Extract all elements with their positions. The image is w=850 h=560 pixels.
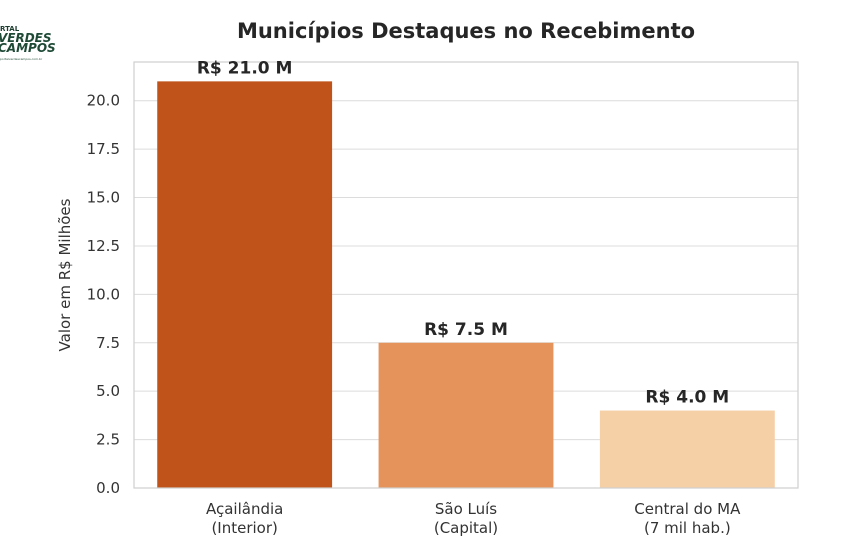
x-category-labels: Açailândia(Interior) São Luís(Capital) Cen… bbox=[206, 500, 741, 537]
bar-data-label: R$ 7.5 M bbox=[424, 320, 508, 340]
y-tick-label: 17.5 bbox=[87, 140, 120, 158]
logo-url: portalverdescampos.com.br bbox=[0, 57, 43, 61]
bar bbox=[157, 81, 333, 488]
logo-line-1: RTAL bbox=[0, 25, 20, 33]
portal-verdes-campos-logo: RTAL VERDES CAMPOS portalverdescampos.co… bbox=[0, 25, 56, 61]
x-category-label: São Luís bbox=[435, 500, 497, 518]
x-category-label: Central do MA bbox=[634, 500, 741, 518]
y-tick-label: 12.5 bbox=[87, 237, 120, 255]
y-axis-label: Valor em R$ Milhões bbox=[56, 198, 74, 351]
y-tick-labels: 0.0 2.5 5.0 7.5 10.0 12.5 15.0 17.5 20.0 bbox=[87, 92, 120, 497]
x-category-label: (Capital) bbox=[434, 519, 498, 537]
bar-data-label: R$ 21.0 M bbox=[197, 58, 293, 78]
chart-title: Municípios Destaques no Recebimento bbox=[237, 19, 695, 43]
y-tick-label: 20.0 bbox=[87, 92, 120, 110]
y-tick-label: 10.0 bbox=[87, 285, 120, 303]
bar-data-label: R$ 4.0 M bbox=[645, 388, 729, 408]
plot-frame bbox=[133, 61, 799, 489]
y-tick-label: 2.5 bbox=[96, 431, 120, 449]
y-tick-label: 7.5 bbox=[96, 334, 120, 352]
y-tick-label: 5.0 bbox=[96, 382, 120, 400]
y-tick-label: 15.0 bbox=[87, 189, 120, 207]
data-labels: R$ 21.0 M R$ 7.5 M R$ 4.0 M bbox=[197, 58, 729, 407]
x-category-label: (7 mil hab.) bbox=[644, 519, 731, 537]
bar bbox=[378, 342, 554, 488]
x-category-label: Açailândia bbox=[206, 500, 283, 518]
bar bbox=[599, 410, 775, 488]
x-category-label: (Interior) bbox=[211, 519, 277, 537]
logo-line-3: CAMPOS bbox=[0, 41, 56, 55]
logo-line-2: VERDES bbox=[0, 31, 52, 45]
y-tick-label: 0.0 bbox=[96, 479, 120, 497]
bars bbox=[157, 81, 775, 488]
